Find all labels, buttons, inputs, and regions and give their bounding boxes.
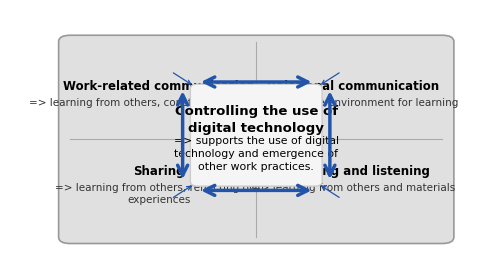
- Text: Controlling the use of
digital technology: Controlling the use of digital technolog…: [174, 105, 338, 135]
- Text: => learning from others, reflecting own
experiences: => learning from others, reflecting own …: [55, 183, 264, 205]
- Text: => supports the use of digital
technology and emergence of
other work practices.: => supports the use of digital technolog…: [174, 136, 339, 172]
- FancyBboxPatch shape: [190, 84, 322, 186]
- Text: Work-related communication: Work-related communication: [64, 80, 256, 93]
- Text: => favourable environment for learning: => favourable environment for learning: [248, 98, 458, 108]
- FancyBboxPatch shape: [58, 35, 454, 243]
- Text: => learning from others, constructing knowledge: => learning from others, constructing kn…: [30, 98, 290, 108]
- Text: => learning from others and materials: => learning from others and materials: [252, 183, 455, 193]
- Text: Following and listening: Following and listening: [276, 165, 430, 178]
- Text: Relational communication: Relational communication: [267, 80, 439, 93]
- Text: Sharing: Sharing: [134, 165, 185, 178]
